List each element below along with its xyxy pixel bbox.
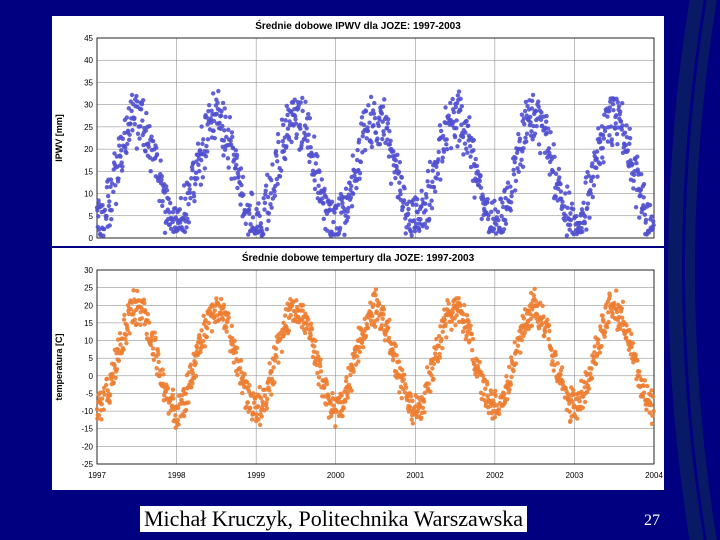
- svg-text:-15: -15: [81, 425, 93, 434]
- svg-text:2000: 2000: [327, 471, 345, 480]
- svg-text:IPWV [mm]: IPWV [mm]: [54, 114, 64, 162]
- svg-text:-5: -5: [86, 389, 94, 398]
- svg-text:1997: 1997: [88, 471, 106, 480]
- svg-text:20: 20: [84, 145, 93, 154]
- svg-text:15: 15: [84, 319, 93, 328]
- slide-root: Średnie dobowe IPWV dla JOZE: 1997-2003 I…: [0, 0, 720, 540]
- svg-text:Średnie dobowe IPWV dla JOZE:: Średnie dobowe IPWV dla JOZE: 1997-2003: [255, 19, 461, 32]
- svg-text:30: 30: [84, 101, 93, 110]
- svg-text:2002: 2002: [486, 471, 504, 480]
- svg-text:-10: -10: [81, 407, 93, 416]
- svg-text:10: 10: [84, 190, 93, 199]
- svg-text:25: 25: [84, 284, 93, 293]
- svg-text:-25: -25: [81, 460, 93, 469]
- svg-text:10: 10: [84, 337, 93, 346]
- scatter-chart-ipwv: Średnie dobowe IPWV dla JOZE: 1997-2003 I…: [52, 16, 664, 246]
- svg-text:2001: 2001: [406, 471, 424, 480]
- svg-text:1998: 1998: [168, 471, 186, 480]
- chart-panel-temperature: Średnie dobowe tempertury dla JOZE: 1997…: [52, 248, 664, 490]
- page-number: 27: [644, 512, 660, 530]
- svg-text:0: 0: [89, 372, 94, 381]
- footer-author: Michał Kruczyk, Politechnika Warszawska: [140, 506, 527, 532]
- svg-text:0: 0: [89, 234, 94, 243]
- svg-text:Średnie dobowe tempertury dla: Średnie dobowe tempertury dla JOZE: 1997…: [242, 251, 475, 264]
- svg-text:2004: 2004: [645, 471, 663, 480]
- scatter-chart-temperature: Średnie dobowe tempertury dla JOZE: 1997…: [52, 248, 664, 490]
- svg-text:-20: -20: [81, 442, 93, 451]
- svg-text:30: 30: [84, 266, 93, 275]
- svg-text:temperatura [C]: temperatura [C]: [54, 333, 64, 400]
- svg-text:40: 40: [84, 56, 93, 65]
- svg-text:35: 35: [84, 78, 93, 87]
- svg-text:20: 20: [84, 301, 93, 310]
- svg-text:25: 25: [84, 123, 93, 132]
- svg-text:1999: 1999: [247, 471, 265, 480]
- svg-text:15: 15: [84, 167, 93, 176]
- svg-text:5: 5: [89, 354, 94, 363]
- chart-panel-ipwv: Średnie dobowe IPWV dla JOZE: 1997-2003 I…: [52, 16, 664, 246]
- svg-text:2003: 2003: [566, 471, 584, 480]
- svg-text:45: 45: [84, 34, 93, 43]
- svg-text:5: 5: [89, 212, 94, 221]
